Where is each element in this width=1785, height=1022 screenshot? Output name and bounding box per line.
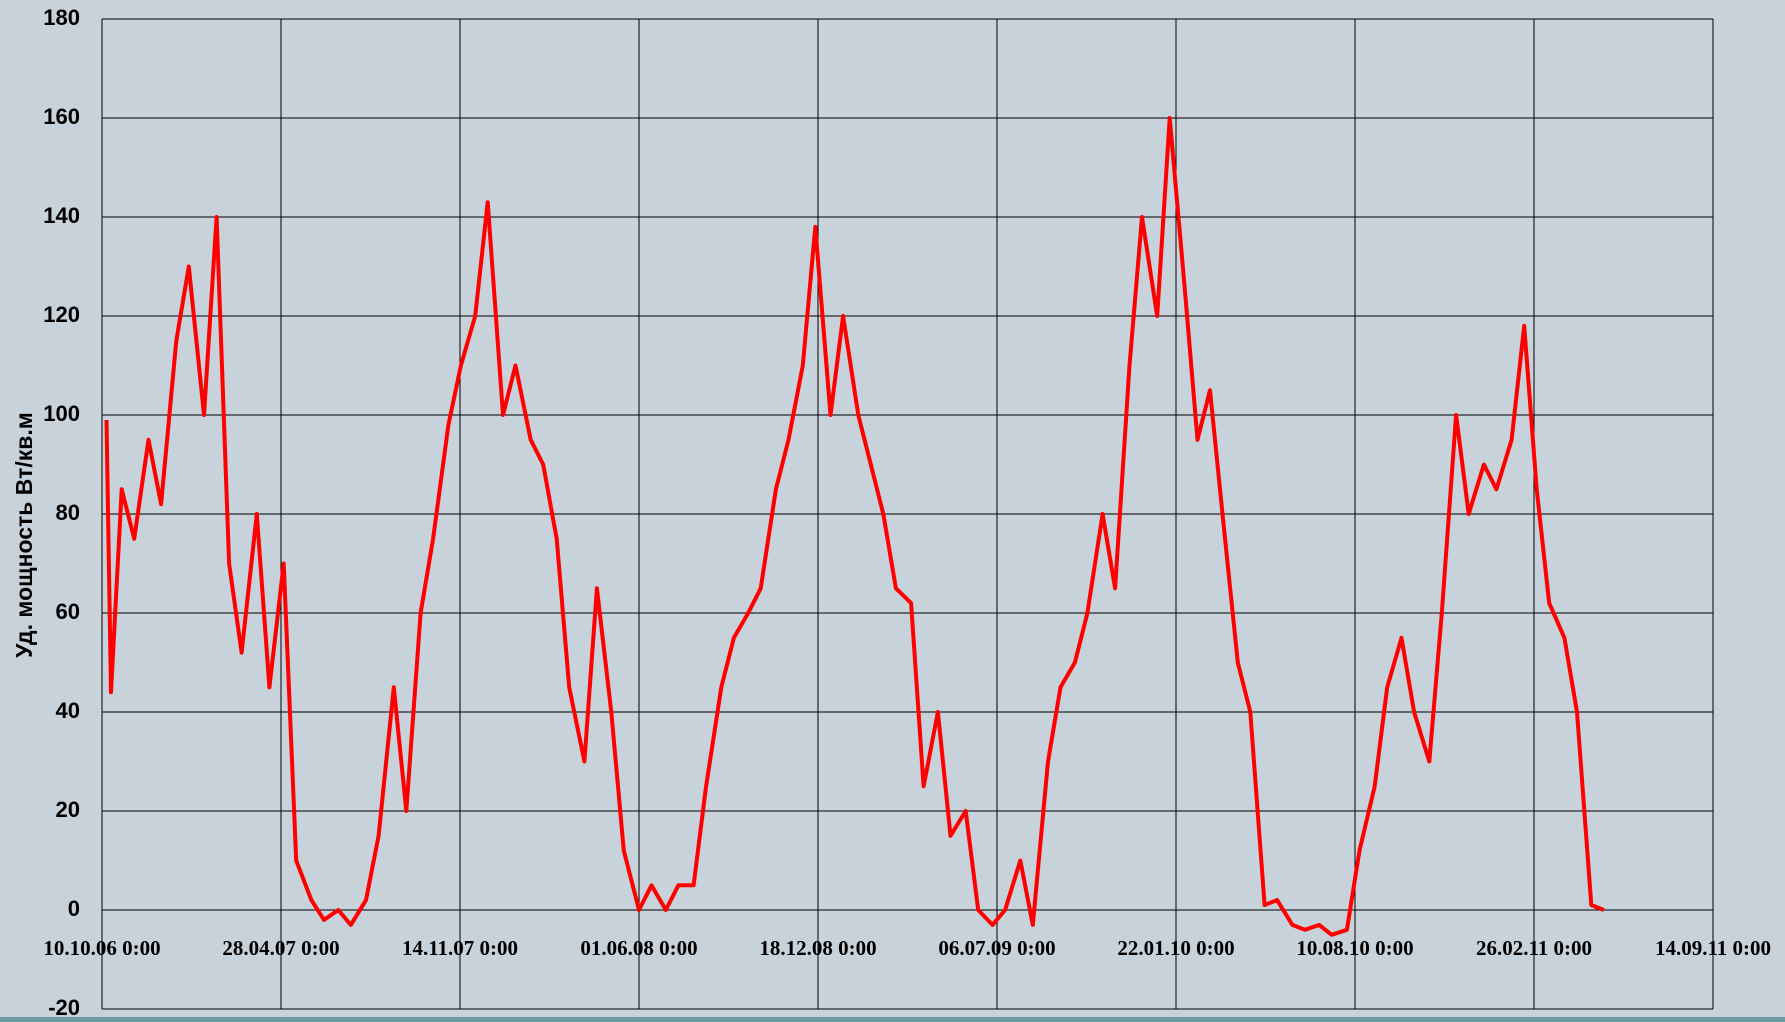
y-tick-label: 20: [56, 797, 80, 822]
x-tick-label: 18.12.08 0:00: [759, 936, 876, 960]
y-tick-label: 100: [43, 401, 80, 426]
y-tick-label: 140: [43, 203, 80, 228]
x-tick-label: 28.04.07 0:00: [222, 936, 339, 960]
x-tick-label: 01.06.08 0:00: [580, 936, 697, 960]
y-tick-label: -20: [48, 995, 80, 1020]
y-tick-label: 180: [43, 5, 80, 30]
data-line: [104, 116, 1605, 937]
x-tick-label: 06.07.09 0:00: [938, 936, 1055, 960]
y-tick-label: 160: [43, 104, 80, 129]
y-tick-label: 40: [56, 698, 80, 723]
y-tick-label: 0: [68, 896, 80, 921]
x-tick-label: 14.09.11 0:00: [1655, 936, 1771, 960]
y-tick-label: 120: [43, 302, 80, 327]
x-tick-label: 26.02.11 0:00: [1476, 936, 1592, 960]
y-tick-label: 80: [56, 500, 80, 525]
x-tick-label: 14.11.07 0:00: [402, 936, 518, 960]
x-tick-label: 22.01.10 0:00: [1117, 936, 1234, 960]
x-tick-label: 10.08.10 0:00: [1296, 936, 1413, 960]
y-tick-label: 60: [56, 599, 80, 624]
y-axis-label: Уд. мощность Вт/кв.м: [11, 412, 37, 658]
bottom-strip: [0, 1017, 1785, 1022]
x-tick-label: 10.10.06 0:00: [43, 936, 160, 960]
